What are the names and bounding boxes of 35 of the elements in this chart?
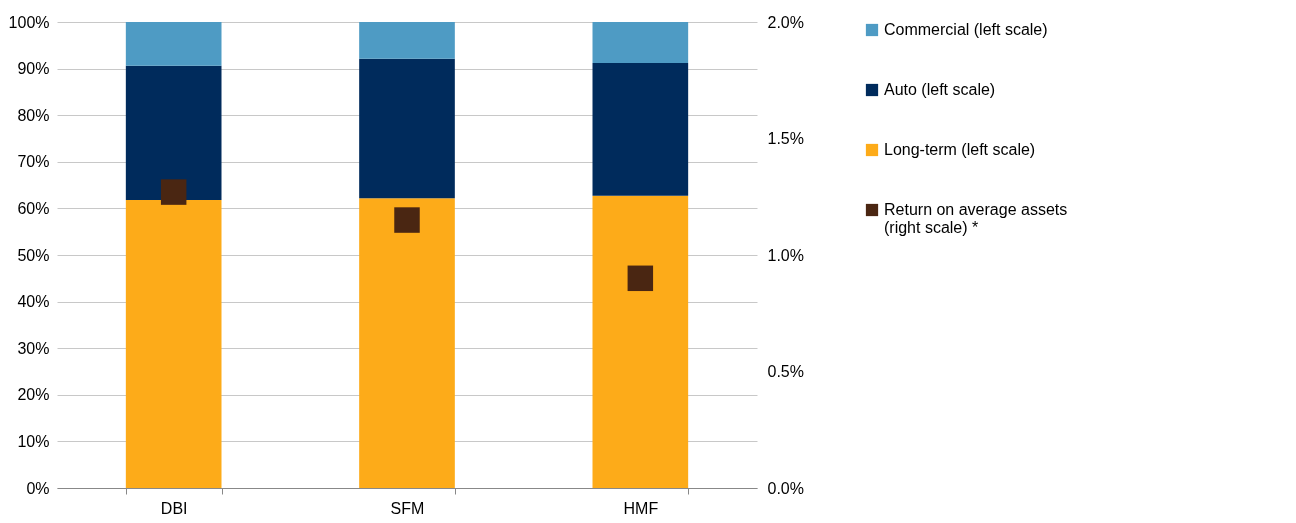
x-tick-label: SFM	[390, 499, 425, 517]
bar	[359, 198, 455, 488]
y-tick-label: 70%	[17, 153, 50, 171]
y2-tick-label: 1.0%	[767, 246, 804, 264]
y-tick-label: 60%	[17, 199, 50, 217]
point	[394, 207, 420, 233]
legend-label: Long-term (left scale)	[884, 141, 1036, 158]
y-tick-label: 30%	[17, 339, 50, 357]
legend-label: Return on average assets (right scale) *	[884, 201, 1068, 236]
legend-label: Auto (left scale)	[884, 81, 996, 98]
bar	[125, 65, 222, 201]
y-tick-label: 100%	[8, 13, 50, 31]
x-tick-label: HMF	[623, 499, 659, 517]
point	[160, 179, 187, 205]
bar	[359, 58, 455, 199]
y2-tick-label: 1.5%	[767, 130, 804, 147]
y-tick-label: 90%	[17, 60, 50, 78]
y-tick-label: 40%	[17, 293, 50, 311]
y-tick-label: 80%	[17, 106, 50, 124]
point	[627, 265, 654, 292]
bar	[359, 22, 455, 59]
y-tick-label: 0%	[26, 479, 50, 497]
y2-tick-label: 0.5%	[767, 363, 804, 380]
legend-label: Commercial (left scale)	[884, 21, 1048, 38]
x-tick-label: DBI	[160, 499, 188, 517]
y-tick-label: 10%	[17, 432, 50, 450]
bar	[592, 63, 689, 196]
bar	[592, 195, 689, 488]
y2-tick-label: 2.0%	[767, 13, 804, 31]
bar	[125, 200, 222, 488]
bar	[125, 22, 222, 66]
bar	[592, 22, 689, 64]
y-tick-label: 50%	[17, 246, 50, 264]
y2-tick-label: 0.0%	[767, 479, 804, 497]
y-tick-label: 20%	[17, 386, 50, 404]
